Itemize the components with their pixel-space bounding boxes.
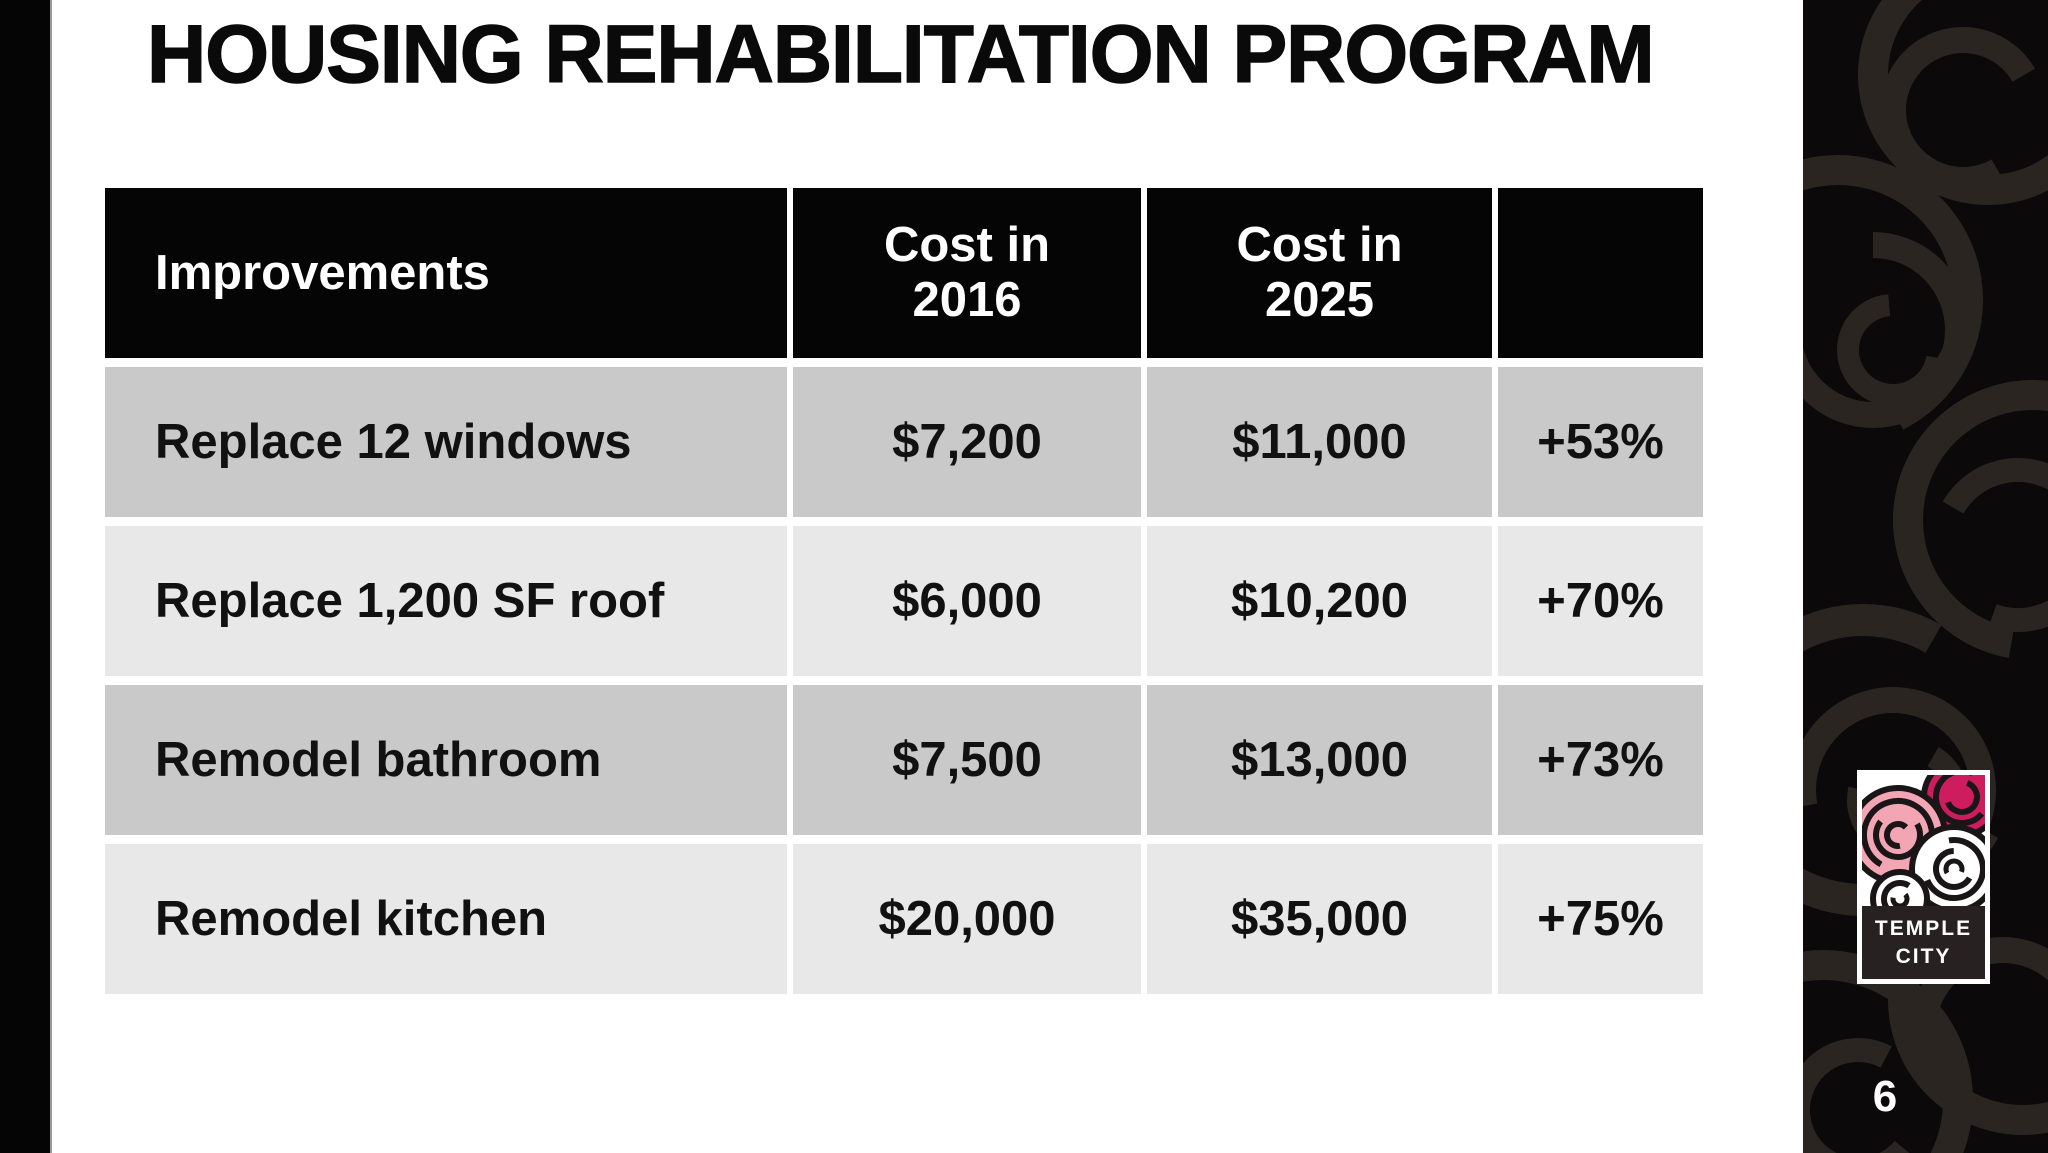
table-cell-cost-2025: $10,200 <box>1147 526 1492 676</box>
header-cost-2025-line2: 2025 <box>1264 273 1374 327</box>
header-cost-2016: Cost in 2016 <box>793 188 1141 358</box>
header-improvements-label: Improvements <box>155 245 490 300</box>
cost-comparison-table: Improvements Cost in 2016 Cost in 2025 R… <box>105 188 1703 994</box>
table-cell-cost-2016: $7,200 <box>793 367 1141 517</box>
table-cell-cost-2025: $11,000 <box>1147 367 1492 517</box>
table-cell-change: +75% <box>1498 844 1703 994</box>
table-cell-improvement: Remodel kitchen <box>105 844 787 994</box>
left-edge-bar <box>0 0 52 1153</box>
table-cell-cost-2016: $20,000 <box>793 844 1141 994</box>
header-change <box>1498 188 1703 358</box>
header-improvements: Improvements <box>105 188 787 358</box>
header-cost-2025: Cost in 2025 <box>1147 188 1492 358</box>
table-cell-improvement: Replace 1,200 SF roof <box>105 526 787 676</box>
table-cell-change: +53% <box>1498 367 1703 517</box>
table-cell-cost-2025: $13,000 <box>1147 685 1492 835</box>
table-cell-cost-2025: $35,000 <box>1147 844 1492 994</box>
logo-line-temple: TEMPLE <box>1874 917 1973 941</box>
table-cell-change: +70% <box>1498 526 1703 676</box>
header-cost-2016-line1: Cost in <box>883 218 1051 273</box>
temple-city-logo-text: TEMPLE CITY <box>1862 906 1985 979</box>
temple-city-logo: TEMPLE CITY <box>1857 770 1990 984</box>
page-number: 6 <box>1872 1072 1898 1121</box>
temple-city-roses-icon <box>1862 775 1985 906</box>
decorative-sidebar: TEMPLE CITY 6 <box>1803 0 2048 1153</box>
logo-line-city: CITY <box>1895 944 1952 968</box>
slide-title: HOUSING REHABILITATION PROGRAM <box>146 9 1655 100</box>
header-cost-2025-line1: Cost in <box>1236 218 1403 273</box>
header-cost-2016-line2: 2016 <box>912 273 1022 327</box>
table-cell-improvement: Replace 12 windows <box>105 367 787 517</box>
table-cell-cost-2016: $7,500 <box>793 685 1141 835</box>
table-cell-change: +73% <box>1498 685 1703 835</box>
table-cell-cost-2016: $6,000 <box>793 526 1141 676</box>
table-cell-improvement: Remodel bathroom <box>105 685 787 835</box>
